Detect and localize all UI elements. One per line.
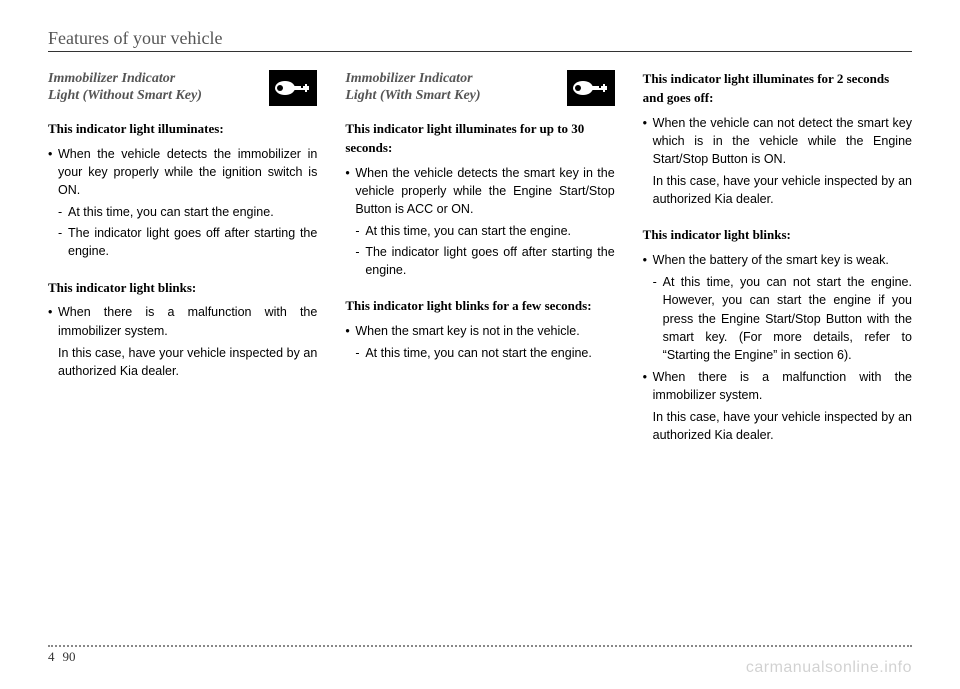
sub-bullet: -At this time, you can start the engine. xyxy=(58,203,317,221)
heading: This indicator light blinks: xyxy=(643,226,912,245)
footer-rule xyxy=(48,645,912,647)
section-title-line1: Immobilizer Indicator xyxy=(48,71,175,86)
section-title-row: Immobilizer Indicator Light (Without Sma… xyxy=(48,70,317,106)
page-number: 90 xyxy=(63,649,76,665)
sub-bullet: -At this time, you can not start the eng… xyxy=(355,344,614,362)
watermark: carmanualsonline.info xyxy=(746,659,912,677)
column-3: This indicator light illuminates for 2 s… xyxy=(643,70,912,448)
section-title: Immobilizer Indicator Light (Without Sma… xyxy=(48,71,202,105)
paragraph: In this case, have your vehicle inspecte… xyxy=(58,344,317,380)
bullet: •When the smart key is not in the vehicl… xyxy=(345,322,614,340)
bullet: •When the battery of the smart key is we… xyxy=(643,251,912,269)
section-title-line2: Light (With Smart Key) xyxy=(345,88,480,103)
column-2: Immobilizer Indicator Light (With Smart … xyxy=(345,70,614,448)
bullet: •When there is a malfunction with the im… xyxy=(643,368,912,404)
sub-bullet: -The indicator light goes off after star… xyxy=(58,224,317,260)
sub-bullet: -The indicator light goes off after star… xyxy=(355,243,614,279)
header-rule xyxy=(48,51,912,52)
paragraph: In this case, have your vehicle inspecte… xyxy=(653,172,912,208)
section-title-row: Immobilizer Indicator Light (With Smart … xyxy=(345,70,614,106)
bullet: •When the vehicle can not detect the sma… xyxy=(643,114,912,168)
paragraph: In this case, have your vehicle inspecte… xyxy=(653,408,912,444)
bullet: •When the vehicle detects the smart key … xyxy=(345,164,614,218)
heading: This indicator light illuminates for 2 s… xyxy=(643,70,912,108)
immobilizer-icon xyxy=(269,70,317,106)
sub-bullet: -At this time, you can not start the eng… xyxy=(653,273,912,364)
columns: Immobilizer Indicator Light (Without Sma… xyxy=(48,70,912,448)
immobilizer-icon xyxy=(567,70,615,106)
header-title: Features of your vehicle xyxy=(48,28,912,49)
page: Features of your vehicle Immobilizer Ind… xyxy=(0,0,960,689)
sub-bullet: -At this time, you can start the engine. xyxy=(355,222,614,240)
heading: This indicator light blinks: xyxy=(48,279,317,298)
heading: This indicator light illuminates for up … xyxy=(345,120,614,158)
column-1: Immobilizer Indicator Light (Without Sma… xyxy=(48,70,317,448)
section-title-line1: Immobilizer Indicator xyxy=(345,71,472,86)
section-title: Immobilizer Indicator Light (With Smart … xyxy=(345,71,480,105)
section-number: 4 xyxy=(48,649,55,665)
bullet: •When the vehicle detects the immobilize… xyxy=(48,145,317,199)
section-title-line2: Light (Without Smart Key) xyxy=(48,88,202,103)
heading: This indicator light blinks for a few se… xyxy=(345,297,614,316)
bullet: •When there is a malfunction with the im… xyxy=(48,303,317,339)
heading: This indicator light illuminates: xyxy=(48,120,317,139)
